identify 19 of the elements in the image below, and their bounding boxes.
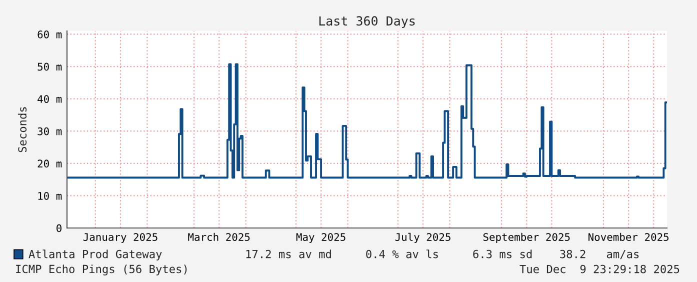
text: Tue Dec 9 23:29:18 2025 <box>520 264 680 274</box>
x-tick-label: January 2025 <box>83 233 158 243</box>
y-tick-label: 10 m <box>38 192 62 200</box>
text: 17.2 ms av md 0.4 % av ls 6.3 ms sd 38.2 am/as <box>246 250 639 260</box>
y-tick-label: 20 m <box>38 160 62 168</box>
y-tick-label: 30 m <box>38 127 62 136</box>
y-tick-label: 60 m <box>38 30 62 38</box>
text: ICMP Echo Pings (56 Bytes) <box>16 264 187 276</box>
x-tick-label: March 2025 <box>188 232 250 241</box>
x-tick-label: November 2025 <box>588 232 668 241</box>
chart-title: Last 360 Days <box>319 16 415 28</box>
y-axis-title: Seconds <box>18 107 27 152</box>
x-tick-label: July 2025 <box>395 232 450 243</box>
x-tick-label: May 2025 <box>296 233 346 243</box>
y-tick-label: 50 m <box>38 62 62 71</box>
legend-label: Atlanta Prod Gateway <box>28 250 162 260</box>
y-tick-label: 0 <box>56 224 62 232</box>
y-tick-label: 40 m <box>38 95 62 103</box>
x-tick-label: September 2025 <box>483 232 570 243</box>
